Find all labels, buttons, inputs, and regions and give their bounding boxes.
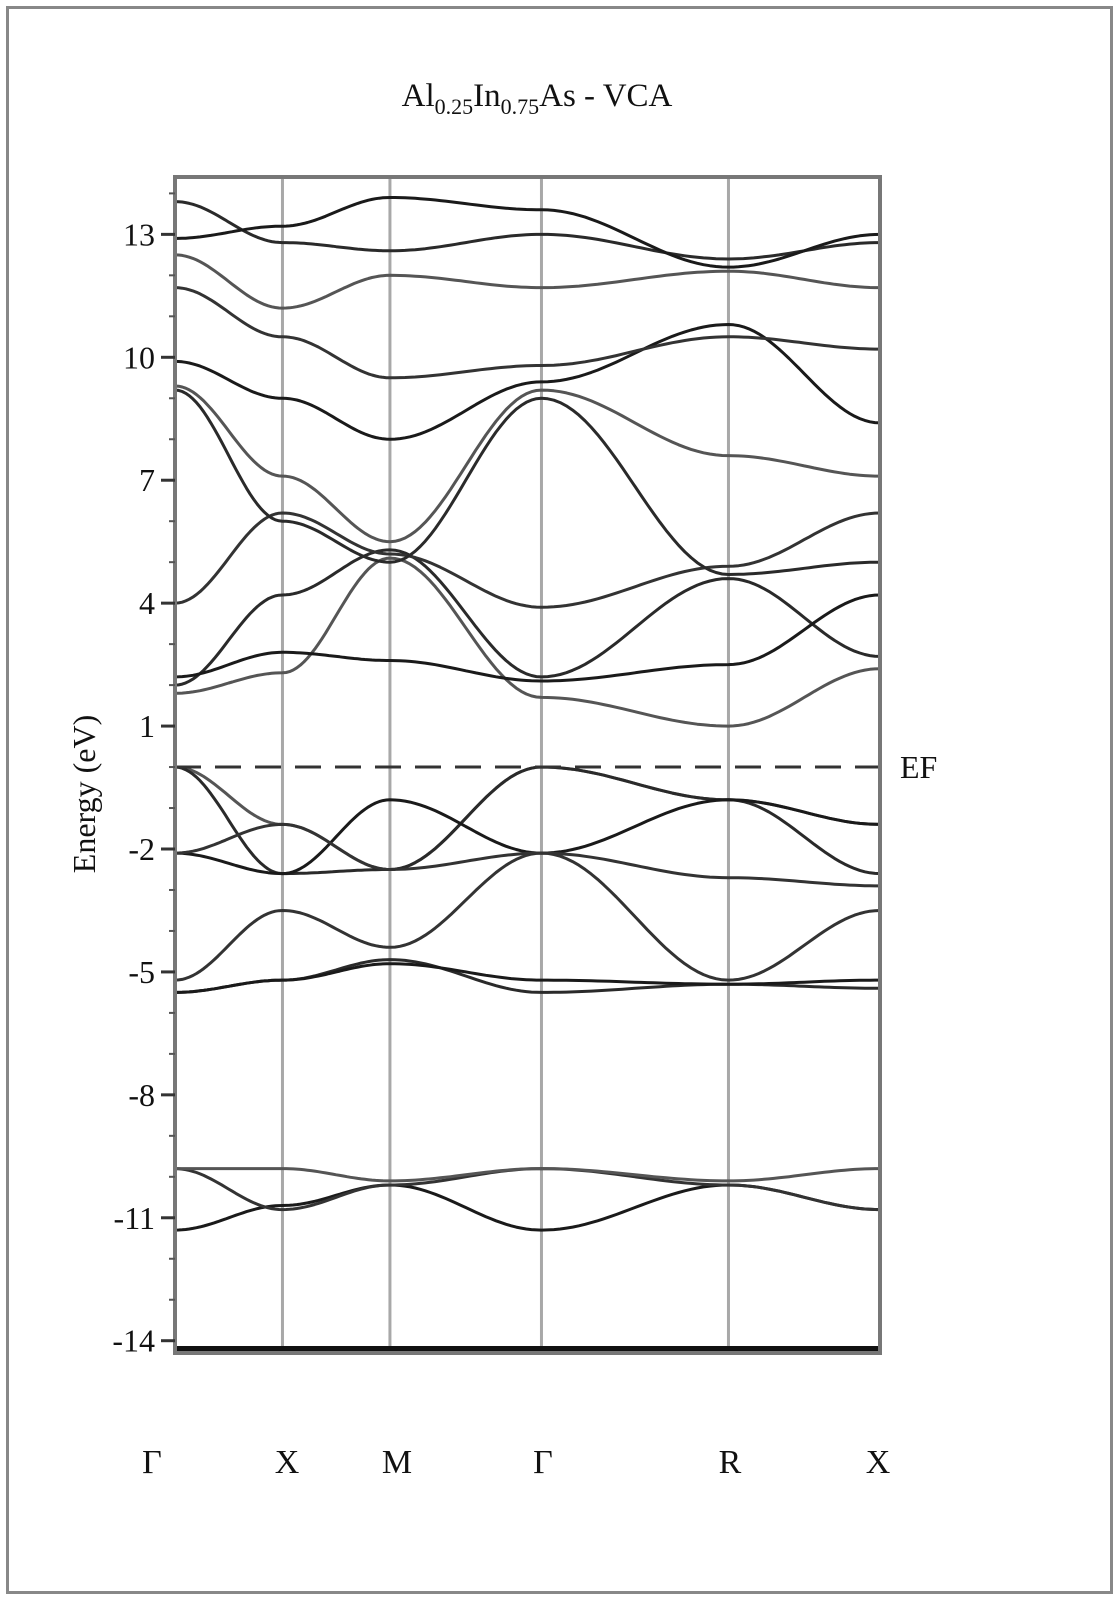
- figure-frame: [6, 6, 1113, 1594]
- fermi-label: EF: [900, 749, 937, 785]
- band-line: [174, 1167, 881, 1212]
- chart-title: Al0.25In0.75As - VCA: [402, 78, 673, 119]
- y-tick-label: -14: [112, 1323, 155, 1359]
- title-subscript: 0.75: [501, 94, 540, 119]
- band-line: [174, 323, 881, 441]
- band-line: [174, 286, 880, 380]
- y-tick-label: 13: [123, 216, 155, 252]
- band-line: [175, 1167, 880, 1183]
- y-tick-label: -11: [114, 1200, 155, 1236]
- band-line: [174, 196, 881, 269]
- title-text-part: As - VCA: [539, 78, 672, 114]
- kpoint-label: Γ: [533, 1444, 553, 1481]
- band-line: [174, 511, 881, 609]
- title-text-part: Al: [402, 78, 435, 114]
- band-line: [174, 253, 880, 310]
- kpoint-label: X: [866, 1444, 891, 1481]
- y-axis-ticks: 13 10 7 4 1 -2 -5 -8 -11 -14: [112, 192, 175, 1359]
- kpoint-label: Γ: [142, 1444, 162, 1481]
- title-subscript: 0.25: [435, 94, 474, 119]
- band-line: [174, 593, 881, 683]
- band-line: [174, 384, 880, 544]
- y-tick-label: -2: [128, 831, 155, 867]
- band-line: [174, 1183, 881, 1232]
- y-tick-label: 10: [123, 339, 155, 375]
- band-line: [174, 851, 881, 982]
- band-line: [174, 388, 880, 576]
- y-tick-label: -8: [128, 1077, 155, 1113]
- band-line: [174, 556, 881, 728]
- band-line: [174, 798, 881, 876]
- y-tick-label: -5: [128, 954, 155, 990]
- band-line: [174, 765, 881, 876]
- y-axis-label: Energy (eV): [66, 715, 102, 873]
- band-line: [175, 962, 880, 994]
- band-line: [174, 200, 880, 261]
- y-tick-label: 4: [139, 585, 155, 621]
- kpoint-label: M: [382, 1444, 412, 1481]
- kpoint-grid-lines: [280, 177, 730, 1353]
- y-tick-label: 1: [139, 708, 155, 744]
- plot-frame: [173, 175, 882, 1355]
- band-lines: [174, 196, 881, 1354]
- kpoint-label: X: [275, 1444, 300, 1481]
- y-tick-label: 7: [139, 462, 155, 498]
- band-line: [174, 548, 881, 687]
- band-line: [174, 822, 880, 888]
- kpoint-label: R: [719, 1444, 742, 1481]
- title-text-part: In: [473, 78, 501, 114]
- fermi-level: EF: [175, 749, 937, 785]
